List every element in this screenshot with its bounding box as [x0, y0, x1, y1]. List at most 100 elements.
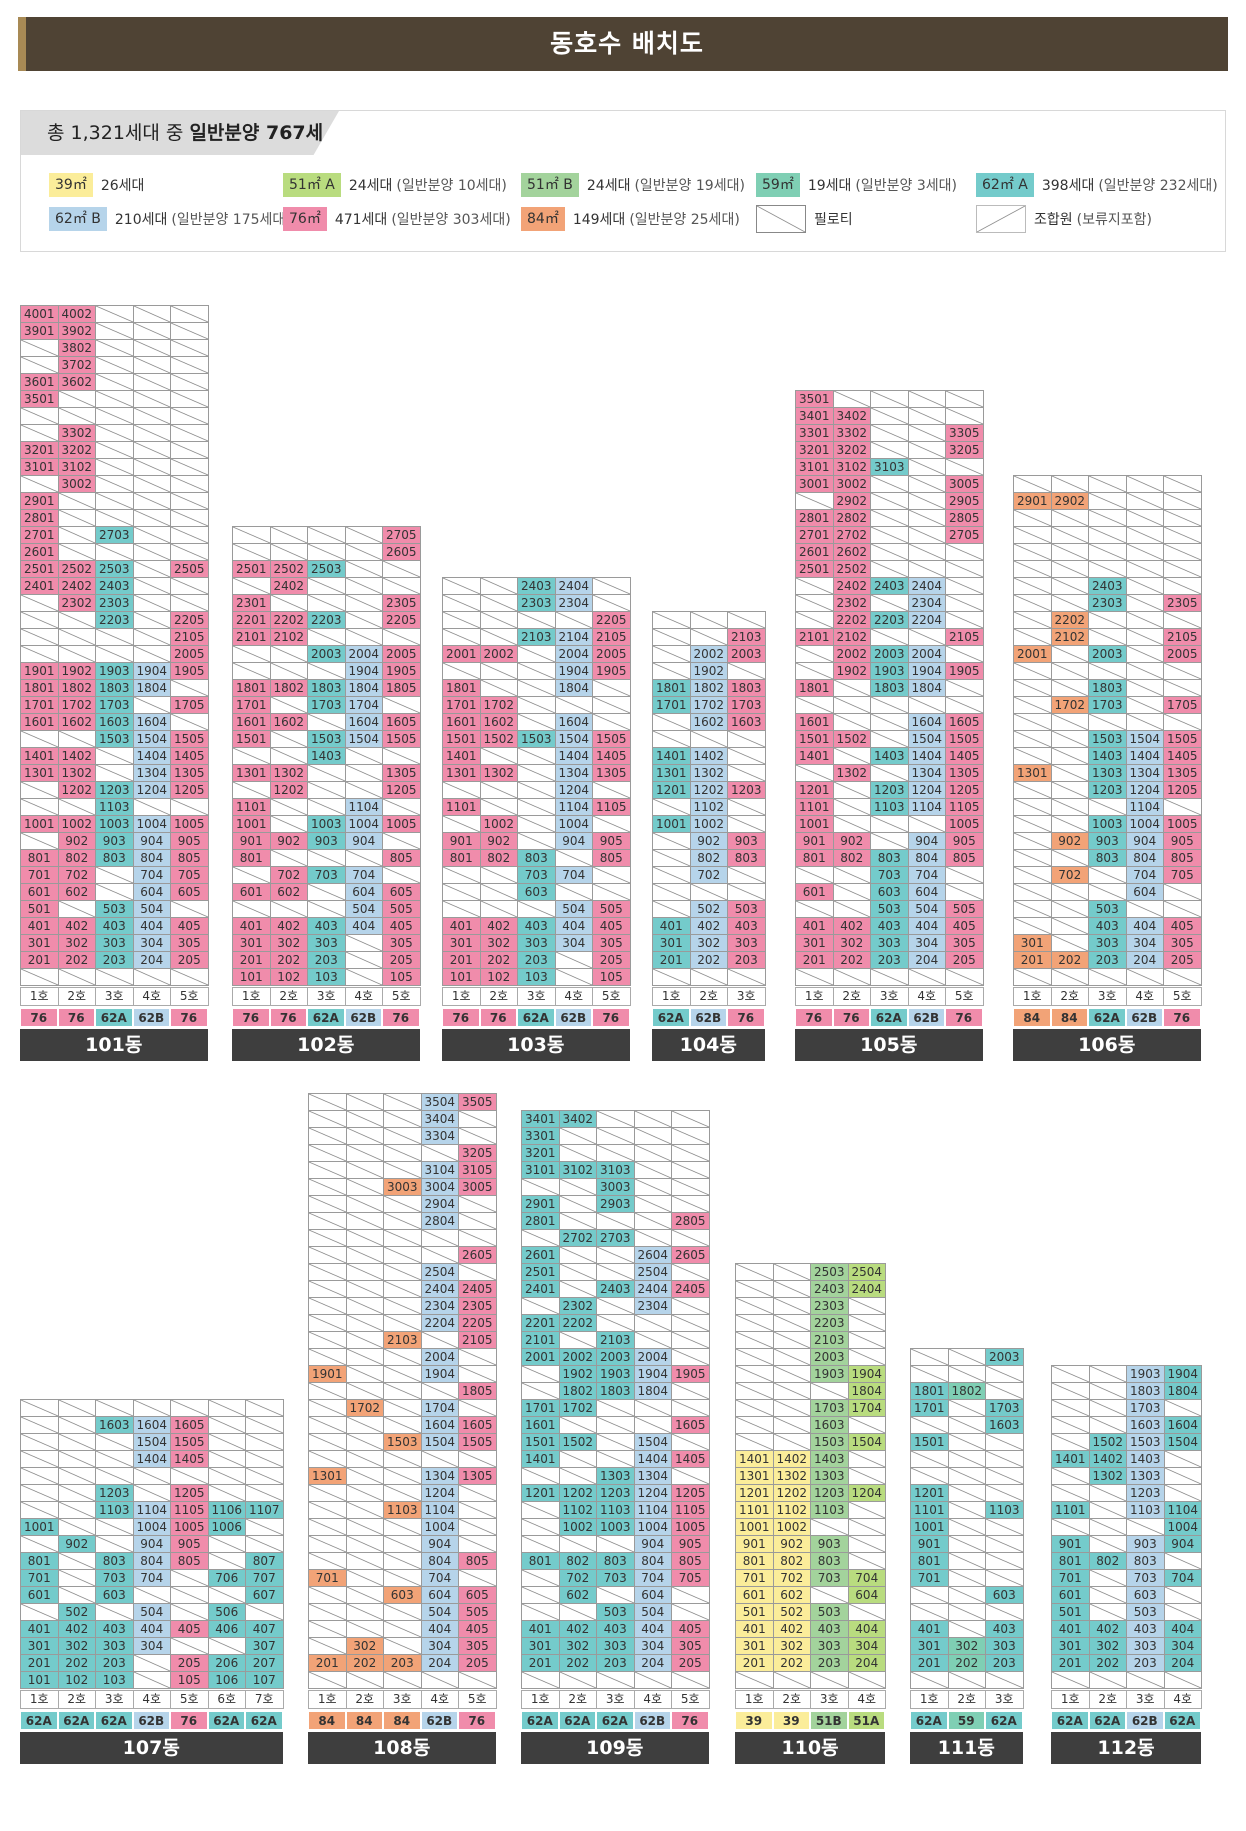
unit-cell: 405 — [458, 1620, 497, 1638]
unit-cell: 2102 — [832, 628, 871, 646]
unit-type-label: 76 — [57, 1008, 95, 1027]
non-sale-cell — [735, 1297, 774, 1315]
unit-cell: 501 — [1051, 1603, 1090, 1621]
non-sale-cell — [652, 832, 691, 850]
non-sale-cell — [57, 1450, 96, 1468]
unit-type-label: 84 — [383, 1711, 421, 1730]
non-sale-cell — [95, 1399, 134, 1417]
non-sale-cell — [772, 1365, 811, 1383]
unit-cell: 202 — [1088, 1654, 1127, 1672]
unit-cell: 2703 — [596, 1229, 635, 1247]
unit-cell: 3802 — [57, 339, 96, 357]
unit-cell: 1502 — [479, 730, 518, 748]
unit-cell: 1101 — [795, 798, 834, 816]
non-sale-cell — [1088, 1535, 1127, 1553]
non-sale-cell — [907, 815, 946, 833]
unit-cell: 1603 — [1126, 1416, 1165, 1434]
unit-column-label: 3호 — [985, 1690, 1024, 1709]
non-sale-cell — [20, 798, 59, 816]
non-sale-cell — [795, 645, 834, 663]
legend-note: (일반분양 25세대) — [629, 212, 740, 228]
unit-cell: 804 — [1125, 849, 1164, 867]
non-sale-cell — [1088, 1365, 1127, 1383]
unit-cell: 1902 — [689, 662, 728, 680]
non-sale-cell — [245, 1535, 284, 1553]
non-sale-cell — [20, 1535, 59, 1553]
non-sale-cell — [345, 1620, 384, 1638]
non-sale-cell — [847, 1314, 886, 1332]
legend-item: 39㎡ 26세대 — [49, 173, 144, 197]
unit-cell: 207 — [245, 1654, 284, 1672]
non-sale-cell — [207, 1450, 246, 1468]
unit-column-label: 5호 — [945, 987, 984, 1006]
non-sale-cell — [345, 1246, 384, 1264]
non-sale-cell — [344, 526, 383, 544]
non-sale-cell — [832, 815, 871, 833]
unit-cell: 503 — [1126, 1603, 1165, 1621]
non-sale-cell — [308, 1433, 347, 1451]
unit-type-label: 76 — [832, 1008, 870, 1027]
unit-cell: 503 — [727, 900, 766, 918]
unit-cell: 1001 — [652, 815, 691, 833]
non-sale-cell — [1125, 543, 1164, 561]
unit-cell: 804 — [420, 1552, 459, 1570]
non-sale-cell — [1050, 526, 1089, 544]
non-sale-cell — [308, 1348, 347, 1366]
non-sale-cell — [947, 1569, 986, 1587]
non-sale-cell — [383, 1671, 422, 1689]
unit-cell: 406 — [207, 1620, 246, 1638]
legend-note: (일반분양 10세대) — [396, 178, 507, 194]
unit-cell: 2403 — [596, 1280, 635, 1298]
non-sale-cell — [308, 1178, 347, 1196]
unit-cell: 2303 — [1088, 594, 1127, 612]
non-sale-cell — [345, 1416, 384, 1434]
unit-cell: 2004 — [633, 1348, 672, 1366]
non-sale-cell — [1050, 934, 1089, 952]
unit-cell: 2305 — [458, 1297, 497, 1315]
non-sale-cell — [558, 1178, 597, 1196]
non-sale-cell — [1088, 798, 1127, 816]
unit-cell: 903 — [1088, 832, 1127, 850]
unit-cell: 1604 — [420, 1416, 459, 1434]
unit-column-label: 5호 — [458, 1690, 497, 1709]
non-sale-cell — [671, 1331, 710, 1349]
non-sale-cell — [20, 1416, 59, 1434]
non-sale-cell — [95, 866, 134, 884]
non-sale-cell — [1163, 560, 1202, 578]
unit-column-label: 2호 — [57, 987, 96, 1006]
unit-cell: 1604 — [344, 713, 383, 731]
unit-cell: 1401 — [652, 747, 691, 765]
non-sale-cell — [345, 1603, 384, 1621]
unit-cell: 1204 — [132, 781, 171, 799]
non-sale-cell — [1088, 662, 1127, 680]
unit-cell: 1004 — [1163, 1518, 1202, 1536]
unit-cell: 3105 — [458, 1161, 497, 1179]
unit-cell: 607 — [245, 1586, 284, 1604]
unit-cell: 1801 — [652, 679, 691, 697]
unit-cell: 1902 — [832, 662, 871, 680]
unit-cell: 1503 — [307, 730, 346, 748]
unit-cell: 402 — [1088, 1620, 1127, 1638]
non-sale-cell — [517, 713, 556, 731]
unit-cell: 1203 — [95, 1484, 134, 1502]
unit-cell: 3005 — [458, 1178, 497, 1196]
legend-note: (일반분양 303세대) — [391, 212, 511, 228]
non-sale-cell — [1125, 492, 1164, 510]
non-sale-cell — [269, 815, 308, 833]
unit-cell: 1601 — [20, 713, 59, 731]
non-sale-cell — [947, 1450, 986, 1468]
non-sale-cell — [383, 1518, 422, 1536]
unit-cell: 603 — [383, 1586, 422, 1604]
non-sale-cell — [633, 1178, 672, 1196]
unit-column-label: 2호 — [57, 1690, 96, 1709]
non-sale-cell — [947, 1552, 986, 1570]
unit-cell: 1504 — [344, 730, 383, 748]
unit-cell: 403 — [985, 1620, 1024, 1638]
unit-cell: 1004 — [633, 1518, 672, 1536]
unit-cell: 803 — [1126, 1552, 1165, 1570]
non-sale-cell — [1088, 475, 1127, 493]
unit-cell: 2103 — [596, 1331, 635, 1349]
unit-cell: 1704 — [847, 1399, 886, 1417]
unit-cell: 302 — [558, 1637, 597, 1655]
unit-cell: 403 — [1126, 1620, 1165, 1638]
